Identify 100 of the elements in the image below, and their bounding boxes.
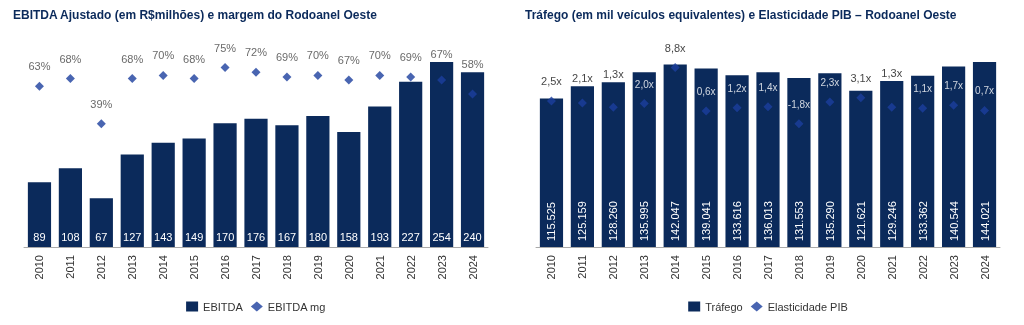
point xyxy=(763,102,773,112)
bar xyxy=(539,98,564,247)
data-label: 167 xyxy=(277,231,297,243)
x-tick-label: 2013 xyxy=(126,255,139,280)
x-tick-label: 2018 xyxy=(792,255,805,280)
point xyxy=(158,70,168,80)
point xyxy=(34,81,44,91)
data-label: 142.047 xyxy=(669,201,682,241)
x-tick-label: 2016 xyxy=(219,255,232,280)
data-label: 131.553 xyxy=(792,201,805,241)
data-label: 1,4x xyxy=(758,81,778,93)
data-label: 170 xyxy=(215,231,235,243)
x-tick-label: 2010 xyxy=(33,255,46,280)
x-tick-label: 2017 xyxy=(762,255,774,280)
data-label: 115.525 xyxy=(545,202,558,241)
data-label: 1,3x xyxy=(602,68,625,81)
x-tick-label: 2012 xyxy=(95,255,108,280)
bar xyxy=(942,66,966,247)
legend-label: EBITDA mg xyxy=(267,300,326,313)
data-label: 143 xyxy=(154,231,173,243)
bar xyxy=(725,75,749,247)
data-label: -1,8x xyxy=(787,98,811,110)
bar xyxy=(368,106,392,247)
bar xyxy=(337,131,361,247)
x-tick-label: 2024 xyxy=(466,255,479,280)
data-label: 108 xyxy=(61,231,80,243)
data-label: 75% xyxy=(214,41,237,54)
x-tick-label: 2011 xyxy=(576,255,589,279)
point xyxy=(189,74,199,84)
data-label: 3,1x xyxy=(850,71,872,84)
x-tick-label: 2010 xyxy=(545,255,558,280)
chart-title: Tráfego (em mil veículos equivalentes) e Elasticidade PIB – Rodoanel Oeste xyxy=(525,8,957,22)
chart-title: EBITDA Ajustado (em R$milhões) e margem do Rodoanel Oeste xyxy=(13,8,378,22)
point xyxy=(825,97,835,107)
data-label: 39% xyxy=(90,97,113,110)
point xyxy=(918,103,928,113)
data-label: 121.621 xyxy=(854,201,867,241)
bar xyxy=(694,68,718,247)
data-label: 58% xyxy=(461,58,484,71)
point xyxy=(949,100,959,110)
point xyxy=(887,102,897,112)
point xyxy=(608,102,618,112)
data-label: 2,3x xyxy=(820,76,840,88)
data-label: 2,0x xyxy=(634,78,654,90)
point xyxy=(375,70,385,80)
point xyxy=(127,74,137,84)
point xyxy=(406,72,416,82)
data-label: 133.616 xyxy=(731,201,744,241)
point xyxy=(732,103,742,113)
bar xyxy=(120,154,144,247)
x-tick-label: 2021 xyxy=(885,255,898,280)
data-label: 128.260 xyxy=(607,201,620,241)
data-label: 1,1x xyxy=(913,83,933,95)
point xyxy=(220,63,230,73)
bar xyxy=(89,198,113,247)
point xyxy=(639,99,649,109)
bar xyxy=(663,64,687,247)
bar xyxy=(570,86,594,247)
data-label: 144.021 xyxy=(978,201,991,241)
data-label: 70% xyxy=(306,49,330,62)
bar xyxy=(849,90,873,247)
bar xyxy=(306,115,330,247)
point xyxy=(856,93,866,103)
point xyxy=(282,72,292,82)
point xyxy=(344,75,354,85)
x-tick-label: 2014 xyxy=(669,255,682,280)
x-tick-label: 2019 xyxy=(823,255,836,280)
bar xyxy=(275,125,299,247)
point xyxy=(577,98,587,108)
x-tick-label: 2024 xyxy=(978,255,991,280)
data-label: 180 xyxy=(308,231,328,243)
x-tick-label: 2015 xyxy=(700,255,713,280)
x-tick-label: 2015 xyxy=(188,255,201,280)
point xyxy=(670,63,680,73)
bar xyxy=(756,72,780,247)
bar xyxy=(151,142,175,247)
bar xyxy=(244,118,268,247)
data-label: 2,5x xyxy=(541,74,563,87)
data-label: 135.995 xyxy=(638,201,651,241)
point xyxy=(437,75,447,85)
x-tick-label: 2023 xyxy=(947,255,960,280)
point xyxy=(701,106,711,116)
data-label: 70% xyxy=(368,49,391,62)
point xyxy=(96,119,106,129)
data-label: 1,2x xyxy=(727,82,747,94)
data-label: 136.013 xyxy=(762,201,774,241)
x-tick-label: 2012 xyxy=(607,255,620,280)
x-tick-label: 2019 xyxy=(311,255,324,280)
data-label: 67% xyxy=(430,48,453,60)
bar xyxy=(213,123,237,247)
data-label: 135.290 xyxy=(823,201,836,241)
x-tick-label: 2011 xyxy=(64,255,77,279)
data-label: 0,6x xyxy=(696,85,716,97)
x-tick-label: 2022 xyxy=(404,255,417,280)
data-label: 140.544 xyxy=(947,201,960,241)
data-label: 176 xyxy=(246,231,266,243)
data-label: 68% xyxy=(59,52,82,65)
bar xyxy=(632,72,656,247)
data-label: 72% xyxy=(244,46,268,59)
data-label: 149 xyxy=(184,231,204,243)
